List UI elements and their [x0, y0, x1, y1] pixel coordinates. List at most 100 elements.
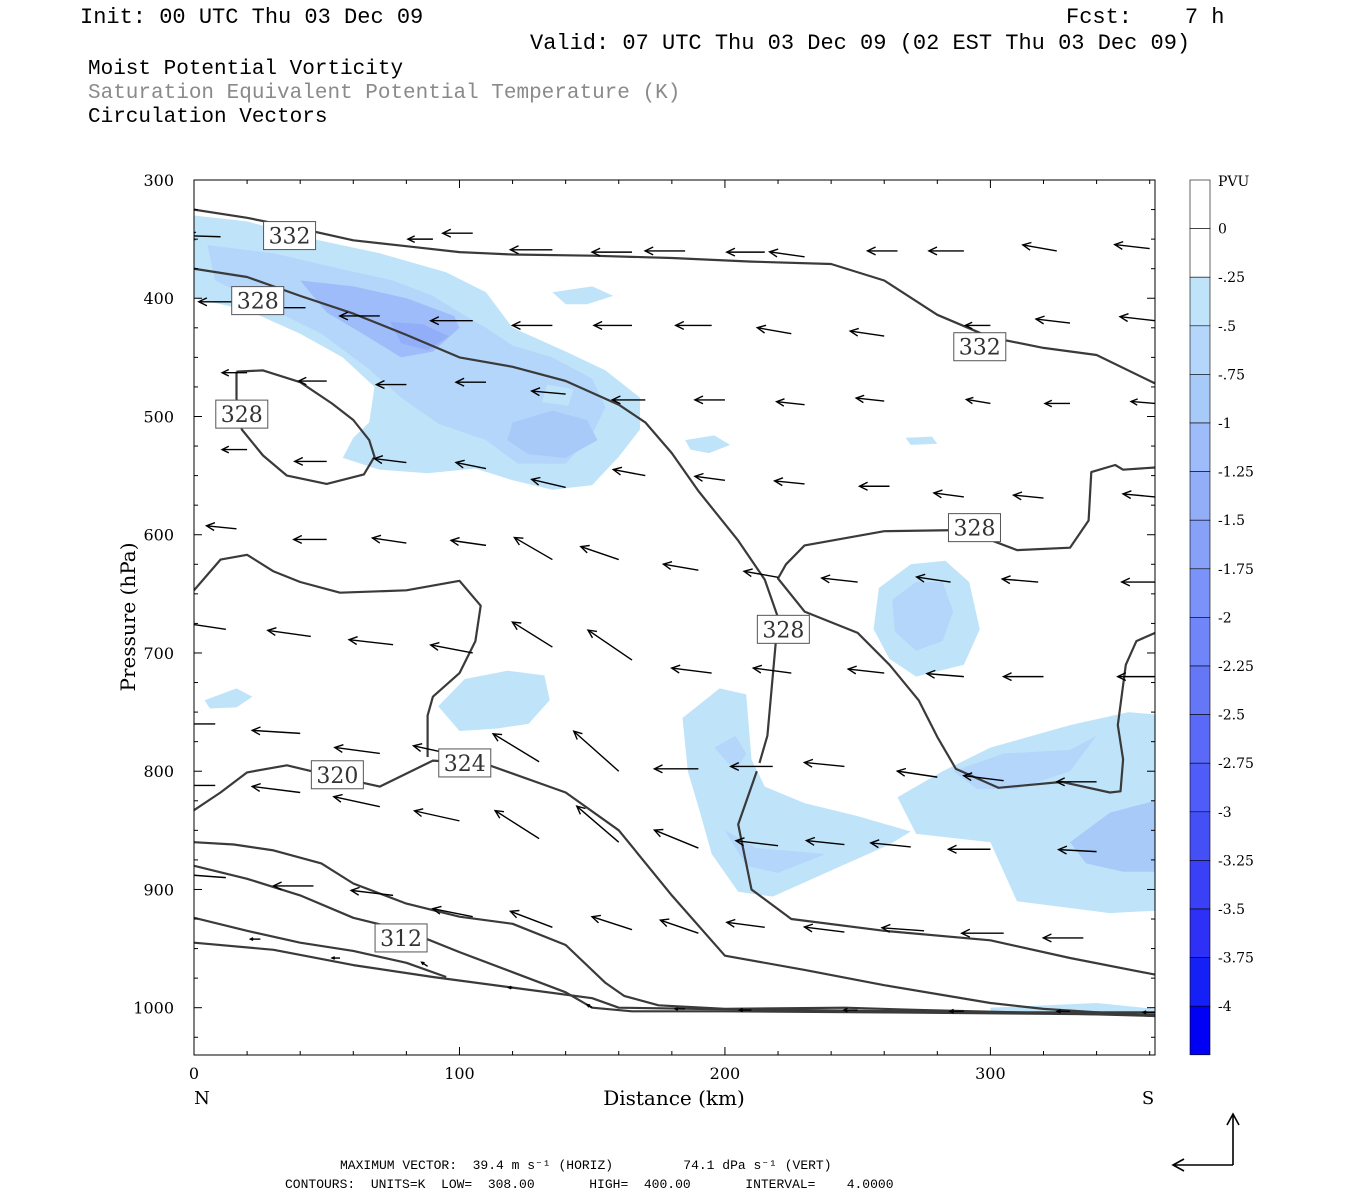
vector-9: [865, 246, 898, 256]
vector-80: [729, 761, 773, 772]
contour-label-5: 328: [756, 614, 810, 644]
vector-44: [773, 477, 805, 487]
y-tick-label-1000: 1000: [133, 999, 174, 1018]
colorbar-level-16: -4: [1218, 999, 1232, 1015]
colorbar-swatch-5: [1189, 422, 1211, 472]
vector-85: [194, 784, 216, 787]
colorbar-level-13: -3.25: [1218, 853, 1254, 869]
vector-13: [197, 297, 234, 307]
vector-41: [530, 476, 566, 489]
vector-96: [1057, 845, 1097, 855]
svg-text:312: 312: [380, 927, 422, 952]
vector-93: [804, 836, 845, 846]
colorbar-swatch-3: [1189, 325, 1211, 375]
colorbar: 0 -.25 -.5 -.75 -1 -1.25 -1.5 -1.75 -2 -2.25 -2.5 -…: [1189, 179, 1254, 1056]
svg-text:328: 328: [762, 618, 804, 643]
vector-27: [374, 379, 407, 390]
svg-text:332: 332: [269, 225, 311, 250]
colorbar-swatch-9: [1189, 617, 1211, 667]
colorbar-level-0: 0: [1218, 222, 1227, 238]
theta-e-contour-8: [194, 916, 447, 979]
vector-89: [493, 809, 540, 840]
vector-112: [506, 985, 513, 990]
y-axis-label: Pressure (hPa): [116, 543, 140, 692]
colorbar-level-3: -.75: [1218, 367, 1245, 383]
vector-39: [372, 455, 407, 465]
vector-30: [610, 395, 646, 405]
vector-7: [725, 247, 765, 257]
colorbar-swatch-4: [1189, 374, 1211, 424]
vector-22: [963, 321, 991, 330]
y-tick-label-900: 900: [143, 880, 174, 899]
vector-56: [742, 568, 779, 578]
theta-e-contour-7: [194, 864, 1155, 1016]
mpv-region-18: [1070, 800, 1155, 872]
x-axis-label: Distance (km): [603, 1086, 745, 1110]
colorbar-level-11: -2.75: [1218, 756, 1254, 772]
vector-52: [449, 536, 487, 547]
vector-77: [491, 732, 540, 763]
vector-58: [915, 573, 951, 583]
mpv-region-4: [507, 410, 598, 458]
svg-text:328: 328: [953, 517, 995, 542]
colorbar-swatch-16: [1189, 957, 1211, 1007]
vector-23: [1034, 315, 1071, 325]
colorbar-swatch-8: [1189, 568, 1211, 618]
vector-35: [1043, 399, 1071, 408]
vector-29: [530, 387, 566, 397]
contour-labels: 332 328 328 332 328 328 320 324 312: [215, 221, 1007, 953]
reference-vector: [1171, 1112, 1240, 1172]
y-tick-label-800: 800: [143, 762, 174, 781]
svg-text:324: 324: [444, 752, 486, 777]
vector-36: [1129, 398, 1155, 406]
vector-26: [297, 376, 327, 386]
vector-68: [751, 664, 792, 674]
vector-104: [725, 918, 765, 928]
mpv-region-3: [390, 321, 449, 351]
vector-55: [661, 561, 699, 571]
vector-11: [1021, 241, 1057, 252]
colorbar-level-15: -3.75: [1218, 951, 1254, 967]
vector-119: [1141, 1010, 1155, 1015]
mpv-region-6: [552, 286, 614, 305]
circulation-vectors: [194, 228, 1155, 1015]
mpv-region-15: [724, 830, 826, 873]
x-end-label-south: S: [1142, 1088, 1154, 1109]
vector-116: [842, 1007, 858, 1013]
vector-10: [927, 246, 964, 256]
field-label-theta-e: Saturation Equivalent Potential Temperat…: [88, 82, 681, 105]
vector-31: [693, 395, 725, 405]
vector-25: [220, 368, 248, 377]
colorbar-level-10: -2.5: [1218, 708, 1245, 724]
vector-81: [802, 758, 845, 768]
colorbar-swatch-0: [1189, 179, 1211, 229]
vector-6: [643, 246, 686, 256]
x-tick-label-0: 0: [189, 1064, 199, 1083]
vector-61: [194, 620, 226, 631]
colorbar-swatch-15: [1189, 908, 1211, 958]
vector-50: [292, 534, 327, 545]
vector-28: [454, 377, 487, 387]
contour-label-2: 328: [215, 399, 269, 429]
colorbar-level-14: -3.5: [1218, 902, 1245, 918]
vector-88: [412, 808, 460, 822]
colorbar-swatch-10: [1189, 665, 1211, 715]
vector-16: [429, 316, 473, 326]
vector-3: [441, 228, 473, 238]
theta-e-contour-5: [194, 759, 1155, 1018]
vector-38: [293, 456, 327, 466]
vector-90: [575, 805, 620, 843]
y-tick-label-500: 500: [143, 407, 174, 426]
vector-79: [652, 764, 699, 774]
vector-108: [1041, 933, 1084, 943]
mpv-region-19: [990, 1003, 1155, 1014]
vector-109: [248, 937, 261, 942]
colorbar-swatch-2: [1189, 276, 1211, 327]
vector-24: [1118, 313, 1155, 323]
vector-62: [266, 627, 311, 638]
valid-time: Valid: 07 UTC Thu 03 Dec 09 (02 EST Thu …: [530, 31, 1191, 56]
colorbar-swatch-1: [1189, 228, 1211, 278]
vector-86: [250, 782, 301, 794]
theta-e-contour-3: [194, 553, 482, 757]
